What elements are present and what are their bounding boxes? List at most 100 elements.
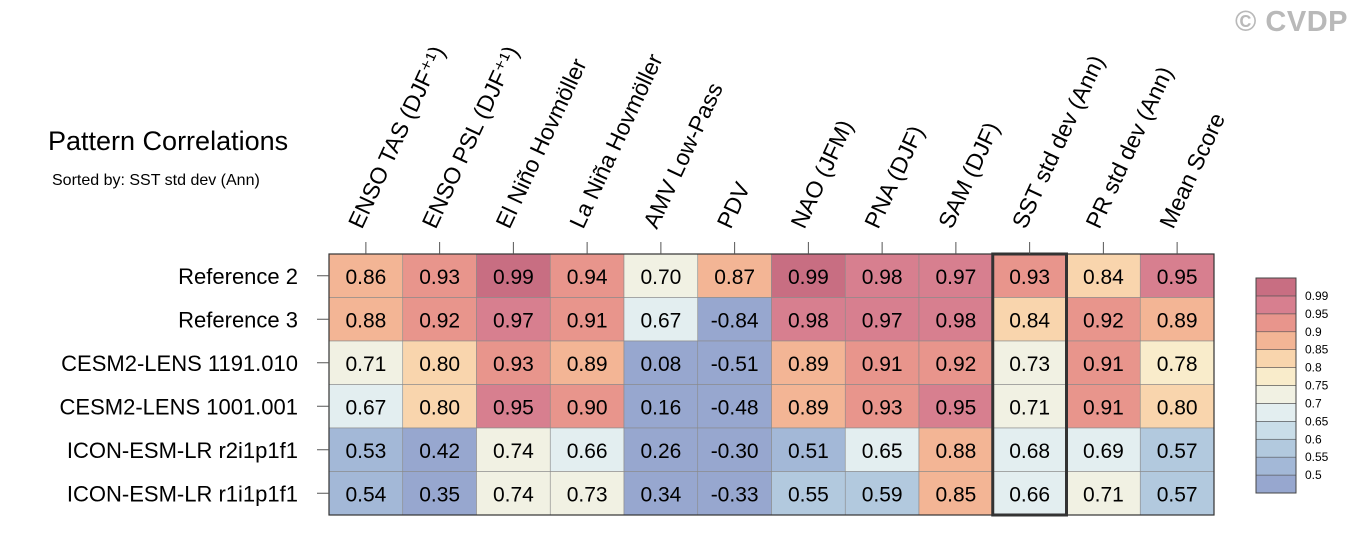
heatmap-cell <box>549 340 625 385</box>
cell-value-label: -0.33 <box>711 483 759 506</box>
colorbar-swatch <box>1255 438 1297 458</box>
cell-value-label: 0.92 <box>935 353 976 376</box>
cell-value-label: 0.92 <box>1083 309 1124 332</box>
colorbar-label: 0.5 <box>1305 468 1322 482</box>
heatmap-cell <box>328 340 404 385</box>
heatmap-cell <box>918 340 994 385</box>
heatmap-cell <box>476 384 551 429</box>
cell-value-label: -0.84 <box>711 309 759 332</box>
cell-value-label: 0.35 <box>419 483 460 506</box>
heatmap-cell <box>918 471 994 516</box>
cell-value-label: 0.54 <box>345 483 386 506</box>
heatmap-cell <box>697 471 772 516</box>
cell-value-label: 0.85 <box>935 483 976 506</box>
colorbar-swatch <box>1255 456 1297 476</box>
colorbar-border <box>1255 277 1297 494</box>
heatmap-cell <box>549 471 625 516</box>
colorbar-swatch <box>1255 403 1297 422</box>
heatmap-cell <box>623 384 699 429</box>
cell-value-label: 0.84 <box>1083 266 1124 289</box>
cell-value-label: 0.71 <box>1009 396 1050 419</box>
cell-value-label: 0.73 <box>567 483 608 506</box>
row-label: CESM2-LENS 1001.001 <box>60 394 298 419</box>
cell-value-label: 0.89 <box>788 396 829 419</box>
heatmap-cell <box>328 297 404 342</box>
chart-title: Pattern Correlations <box>48 126 289 156</box>
cell-value-label: 0.97 <box>493 309 534 332</box>
chart-subtitle: Sorted by: SST std dev (Ann) <box>52 172 260 189</box>
colorbar-swatch <box>1255 385 1297 404</box>
row-label: Reference 2 <box>178 264 298 289</box>
cell-value-label: 0.59 <box>862 483 903 506</box>
cell-value-label: 0.66 <box>1009 483 1050 506</box>
heatmap-cell <box>402 253 477 298</box>
cell-value-label: 0.08 <box>640 353 681 376</box>
row-label: ICON-ESM-LR r2i1p1f1 <box>67 438 298 463</box>
cell-value-label: 0.92 <box>419 309 460 332</box>
heatmap-cell <box>549 427 625 472</box>
colorbar-swatch <box>1255 367 1297 386</box>
cell-value-label: 0.93 <box>493 353 534 376</box>
heatmap-cell <box>918 384 994 429</box>
heatmap-cell <box>697 297 772 342</box>
cell-value-label: 0.94 <box>567 266 608 289</box>
cell-value-label: 0.65 <box>862 440 903 463</box>
cell-value-label: 0.86 <box>345 266 386 289</box>
cell-value-label: 0.71 <box>1083 483 1124 506</box>
heatmap-cell <box>771 471 846 516</box>
cell-value-label: 0.68 <box>1009 440 1050 463</box>
cell-value-label: 0.97 <box>862 309 903 332</box>
colorbar-label: 0.99 <box>1305 289 1329 303</box>
heatmap-cell <box>623 471 699 516</box>
heatmap-cell <box>476 340 551 385</box>
heatmap-cell <box>1139 427 1215 472</box>
cell-value-label: 0.97 <box>935 266 976 289</box>
colorbar-label: 0.65 <box>1305 414 1329 428</box>
cell-value-label: 0.91 <box>1083 396 1124 419</box>
cell-value-label: 0.26 <box>640 440 681 463</box>
heatmap-cell <box>771 384 846 429</box>
column-label: PDV <box>712 178 756 232</box>
heatmap-cell <box>1139 253 1215 298</box>
cell-value-label: 0.89 <box>567 353 608 376</box>
heatmap-cell <box>549 384 625 429</box>
cell-value-label: 0.91 <box>1083 353 1124 376</box>
cell-value-label: 0.16 <box>640 396 681 419</box>
copyright-watermark: © CVDP <box>1235 6 1348 38</box>
cell-value-label: 0.53 <box>345 440 386 463</box>
colorbar-label: 0.9 <box>1305 325 1322 339</box>
heatmap-cell <box>992 340 1067 385</box>
colorbar-swatch <box>1255 474 1297 494</box>
colorbar-swatch <box>1255 313 1297 333</box>
cell-value-label: 0.80 <box>419 396 460 419</box>
cell-value-label: 0.89 <box>1157 309 1198 332</box>
heatmap-cell <box>771 340 846 385</box>
cell-value-label: 0.66 <box>567 440 608 463</box>
heatmap-cell <box>1139 297 1215 342</box>
heatmap-cell <box>1066 253 1141 298</box>
heatmap-cell <box>697 340 772 385</box>
cell-value-label: 0.74 <box>493 483 534 506</box>
colorbar-label: 0.85 <box>1305 343 1329 357</box>
cell-value-label: 0.93 <box>1009 266 1050 289</box>
cell-value-label: 0.78 <box>1157 353 1198 376</box>
heatmap-cell <box>476 253 551 298</box>
heatmap-cell <box>844 427 920 472</box>
cell-value-label: 0.95 <box>1157 266 1198 289</box>
cell-value-label: 0.91 <box>567 309 608 332</box>
column-label: NAO (JFM) <box>785 116 858 232</box>
cell-value-label: 0.98 <box>862 266 903 289</box>
cell-value-label: 0.88 <box>935 440 976 463</box>
colorbar-swatch <box>1255 295 1297 315</box>
colorbar-label: 0.75 <box>1305 379 1329 393</box>
cell-value-label: 0.99 <box>493 266 534 289</box>
heatmap-cell <box>328 384 404 429</box>
heatmap-border <box>328 253 1215 516</box>
heatmap-cell <box>697 384 772 429</box>
heatmap-cell <box>1139 340 1215 385</box>
cell-value-label: 0.98 <box>935 309 976 332</box>
heatmap-cell <box>697 427 772 472</box>
heatmap-cell <box>402 471 477 516</box>
cell-value-label: 0.70 <box>640 266 681 289</box>
colorbar-label: 0.6 <box>1305 432 1322 446</box>
